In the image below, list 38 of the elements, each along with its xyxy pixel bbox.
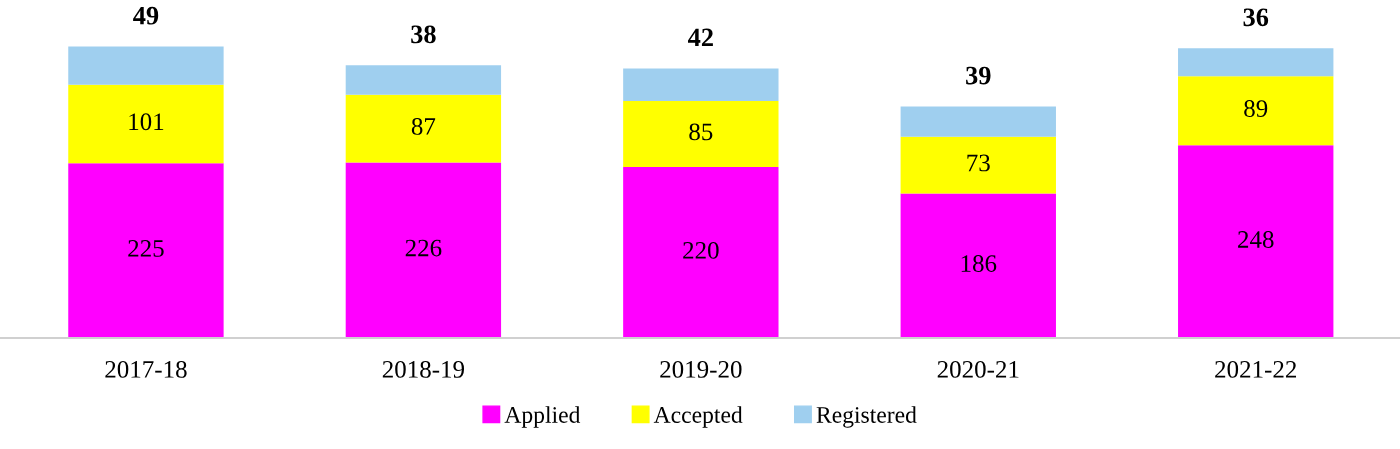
data-label: 89 xyxy=(1244,100,1268,117)
x-tick-label: 2017-18 xyxy=(105,360,187,378)
bar xyxy=(1178,76,1334,146)
data-label: 225 xyxy=(128,240,164,257)
x-tick-label: 2019-20 xyxy=(660,360,742,378)
data-label: 85 xyxy=(689,123,713,141)
bar xyxy=(68,163,224,338)
data-label: 39 xyxy=(966,66,991,85)
data-label: 49 xyxy=(133,6,159,25)
data-label: 186 xyxy=(961,255,997,272)
x-tick-label: 2021-22 xyxy=(1215,360,1297,378)
bar xyxy=(900,193,1056,338)
bar xyxy=(345,65,502,95)
data-label: 101 xyxy=(129,113,164,131)
data-label: 42 xyxy=(688,28,713,47)
legend-label: Registered xyxy=(816,406,917,428)
legend-label: Accepted xyxy=(653,406,743,428)
data-label: 38 xyxy=(411,25,436,44)
data-label: 220 xyxy=(683,241,719,259)
bar xyxy=(900,106,1056,137)
x-tick-label: 2018-19 xyxy=(382,360,465,378)
bar xyxy=(1178,48,1334,77)
bar xyxy=(345,162,502,338)
bar xyxy=(623,68,779,102)
bar xyxy=(623,167,779,338)
data-label: 73 xyxy=(967,154,990,172)
bar xyxy=(623,101,779,168)
data-label: 87 xyxy=(411,117,436,135)
data-label: 226 xyxy=(405,239,442,257)
data-label: 248 xyxy=(1238,231,1274,248)
bar xyxy=(345,94,502,163)
bar xyxy=(68,46,224,85)
data-label: 36 xyxy=(1243,8,1269,27)
bar xyxy=(1178,145,1334,338)
x-tick-label: 2020-21 xyxy=(937,360,1019,378)
legend-label: Applied xyxy=(504,406,581,428)
bar xyxy=(68,84,224,164)
bar xyxy=(900,136,1056,194)
